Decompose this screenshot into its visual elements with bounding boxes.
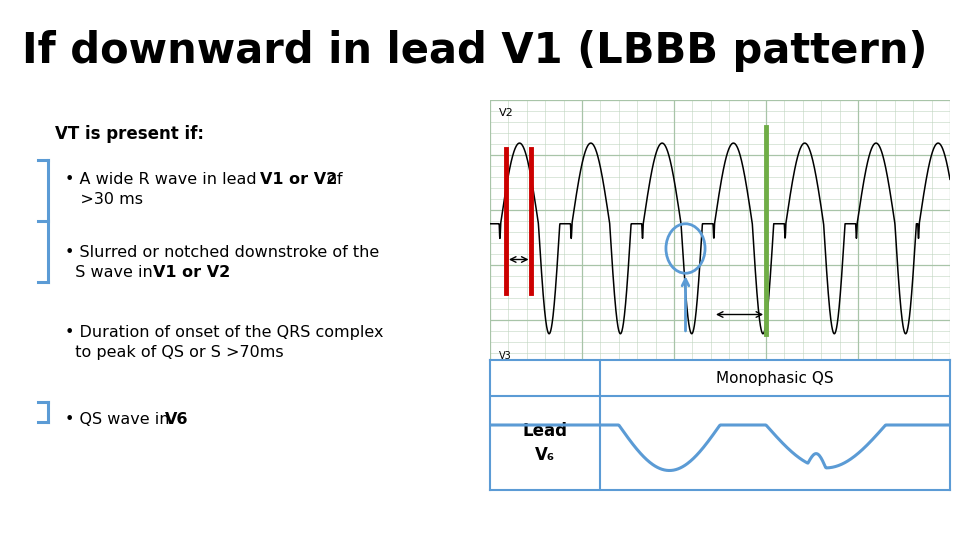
Text: R wave: R wave [529,375,591,390]
Text: >30 ms: >30 ms [65,192,143,207]
Text: VT is present if:: VT is present if: [55,125,204,143]
FancyBboxPatch shape [635,400,755,445]
Text: Notched /
Slurred: Notched / Slurred [658,407,732,438]
Text: Lead
V₆: Lead V₆ [522,422,567,464]
Text: V6: V6 [165,412,188,427]
FancyBboxPatch shape [500,400,620,445]
Text: to peak of QS or S >70ms: to peak of QS or S >70ms [65,345,283,360]
Text: > 30 ms: > 30 ms [527,415,593,430]
Text: V2: V2 [499,108,514,118]
Text: V1 or V2: V1 or V2 [153,265,230,280]
Text: > 70 ms
> 1.75 squares: > 70 ms > 1.75 squares [791,407,909,438]
Text: • Duration of onset of the QRS complex: • Duration of onset of the QRS complex [65,325,383,340]
Text: R-S interval: R-S interval [789,375,891,390]
Text: • QS wave in: • QS wave in [65,412,175,427]
Text: S wave in: S wave in [65,265,157,280]
Text: of: of [322,172,343,187]
Text: • A wide R wave in lead: • A wide R wave in lead [65,172,262,187]
Text: Monophasic QS: Monophasic QS [716,370,834,386]
Text: V3: V3 [499,351,512,361]
Text: S wave: S wave [660,375,721,390]
Text: • Slurred or notched downstroke of the: • Slurred or notched downstroke of the [65,245,379,260]
Text: If downward in lead V1 (LBBB pattern): If downward in lead V1 (LBBB pattern) [22,30,927,72]
FancyBboxPatch shape [770,400,930,445]
Text: V1 or V2: V1 or V2 [260,172,337,187]
